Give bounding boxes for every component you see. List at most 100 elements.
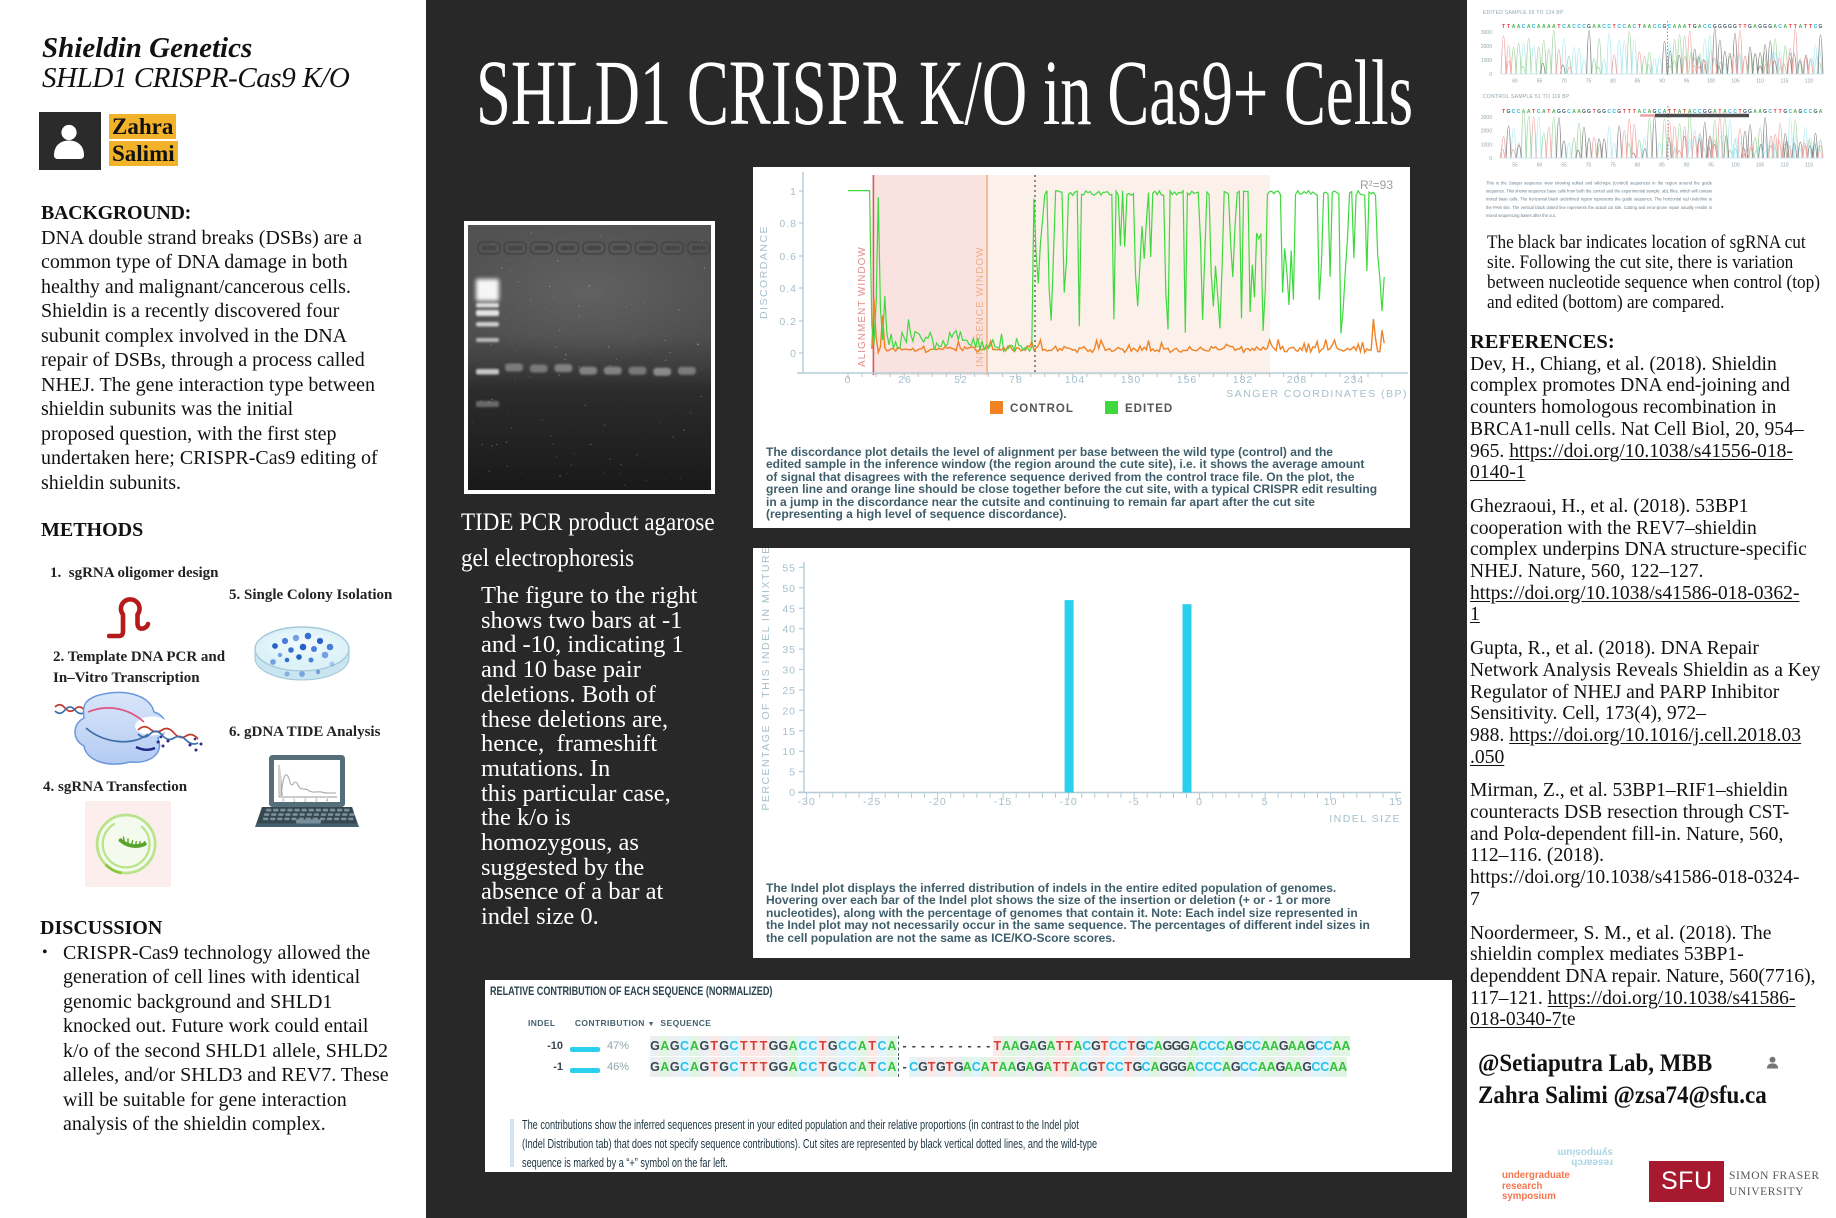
svg-text:G: G [1653,109,1657,115]
svg-text:A: A [1713,109,1717,115]
svg-text:A: A [1819,109,1823,115]
svg-text:90: 90 [1659,79,1665,85]
svg-text:C: C [1612,109,1616,115]
svg-text:A: A [1522,109,1526,115]
svg-text:CONTROL: CONTROL [1010,403,1074,415]
svg-text:T: T [1668,109,1671,115]
svg-text:5: 5 [1262,796,1269,808]
svg-text:A: A [1773,24,1777,30]
svg-text:G: G [1557,109,1561,115]
svg-text:A: A [1643,24,1647,30]
svg-text:A: A [1597,24,1601,30]
svg-text:A: A [1527,24,1531,30]
svg-text:80: 80 [1610,79,1616,85]
svg-text:60: 60 [1512,79,1518,85]
svg-text:60: 60 [1537,163,1543,169]
svg-text:5: 5 [789,767,796,779]
svg-text:C: C [1632,24,1636,30]
svg-text:G: G [1814,109,1818,115]
svg-text:C: C [1653,24,1657,30]
svg-text:156: 156 [1177,374,1198,386]
svg-text:3: 3 [315,798,318,803]
svg-text:T: T [1613,24,1616,30]
svg-text:A: A [1783,24,1787,30]
svg-text:T: T [1789,24,1792,30]
svg-text:C: C [1577,24,1581,30]
svg-text:A: A [1537,24,1541,30]
svg-text:T: T [1794,24,1797,30]
svg-text:20: 20 [782,705,796,717]
svg-text:75: 75 [1610,163,1616,169]
svg-text:C: C [1622,24,1626,30]
svg-text:G: G [1507,109,1511,115]
svg-text:A: A [1678,24,1682,30]
svg-text:G: G [1819,24,1823,30]
svg-text:T: T [1638,24,1641,30]
svg-text:C: C [1668,24,1672,30]
svg-text:A: A [1577,109,1581,115]
svg-text:0: 0 [845,374,852,386]
svg-text:T: T [1633,109,1636,115]
svg-text:PERCENTAGE OF THIS INDEL IN MI: PERCENTAGE OF THIS INDEL IN MIXTURE [760,548,772,811]
svg-text:70: 70 [1561,79,1567,85]
svg-text:G: G [1693,24,1697,30]
svg-text:A: A [1673,24,1677,30]
svg-text:G: G [1597,109,1601,115]
svg-text:-10: -10 [1060,796,1078,808]
svg-text:C: C [1768,109,1772,115]
svg-text:G: G [1798,109,1802,115]
svg-text:80: 80 [1635,163,1641,169]
svg-text:T: T [1718,109,1721,115]
svg-text:C: C [1532,24,1536,30]
svg-text:115: 115 [1805,163,1813,169]
svg-text:G: G [1708,109,1712,115]
svg-text:T: T [1557,24,1560,30]
svg-text:ALIGNMENT WINDOW: ALIGNMENT WINDOW [857,246,868,367]
svg-text:INFERENCE WINDOW: INFERENCE WINDOW [975,247,986,367]
svg-text:INDEL SIZE: INDEL SIZE [1329,813,1401,825]
svg-text:78: 78 [1009,374,1023,386]
svg-text:110: 110 [1781,163,1789,169]
svg-text:0: 0 [282,798,285,803]
svg-text:C: C [1814,24,1818,30]
svg-text:26: 26 [898,374,912,386]
svg-text:T: T [1688,24,1691,30]
svg-text:25: 25 [782,685,796,697]
svg-text:G: G [1768,24,1772,30]
svg-text:A: A [1648,109,1652,115]
svg-text:C: C [1703,24,1707,30]
svg-text:G: G [1587,109,1591,115]
svg-text:1000: 1000 [1481,58,1492,64]
svg-text:A: A [1723,109,1727,115]
svg-text:A: A [1678,109,1682,115]
svg-text:G: G [1733,24,1737,30]
svg-text:105: 105 [1731,79,1740,85]
svg-text:85: 85 [1635,79,1641,85]
svg-text:G: G [1718,24,1722,30]
svg-text:C: C [1643,109,1647,115]
svg-text:G: G [1713,24,1717,30]
svg-text:A: A [1638,109,1642,115]
svg-text:115: 115 [1781,79,1789,85]
svg-text:4: 4 [326,798,329,803]
svg-text:T: T [1779,109,1782,115]
svg-text:G: G [1748,24,1752,30]
svg-text:10: 10 [1324,796,1338,808]
svg-text:120: 120 [1805,79,1814,85]
svg-text:A: A [1648,24,1652,30]
svg-text:85: 85 [1659,163,1665,169]
svg-text:A: A [1567,24,1571,30]
svg-text:0.6: 0.6 [779,251,797,263]
svg-text:T: T [1502,109,1505,115]
svg-text:G: G [1783,109,1787,115]
svg-text:C: C [1658,109,1662,115]
svg-text:T: T [1738,109,1741,115]
svg-text:C: C [1517,109,1521,115]
svg-text:1: 1 [293,798,296,803]
svg-text:A: A [1758,109,1762,115]
svg-text:208: 208 [1287,374,1308,386]
svg-text:G: G [1602,109,1606,115]
svg-text:104: 104 [1065,374,1086,386]
svg-text:A: A [1799,24,1803,30]
svg-text:T: T [1547,109,1550,115]
